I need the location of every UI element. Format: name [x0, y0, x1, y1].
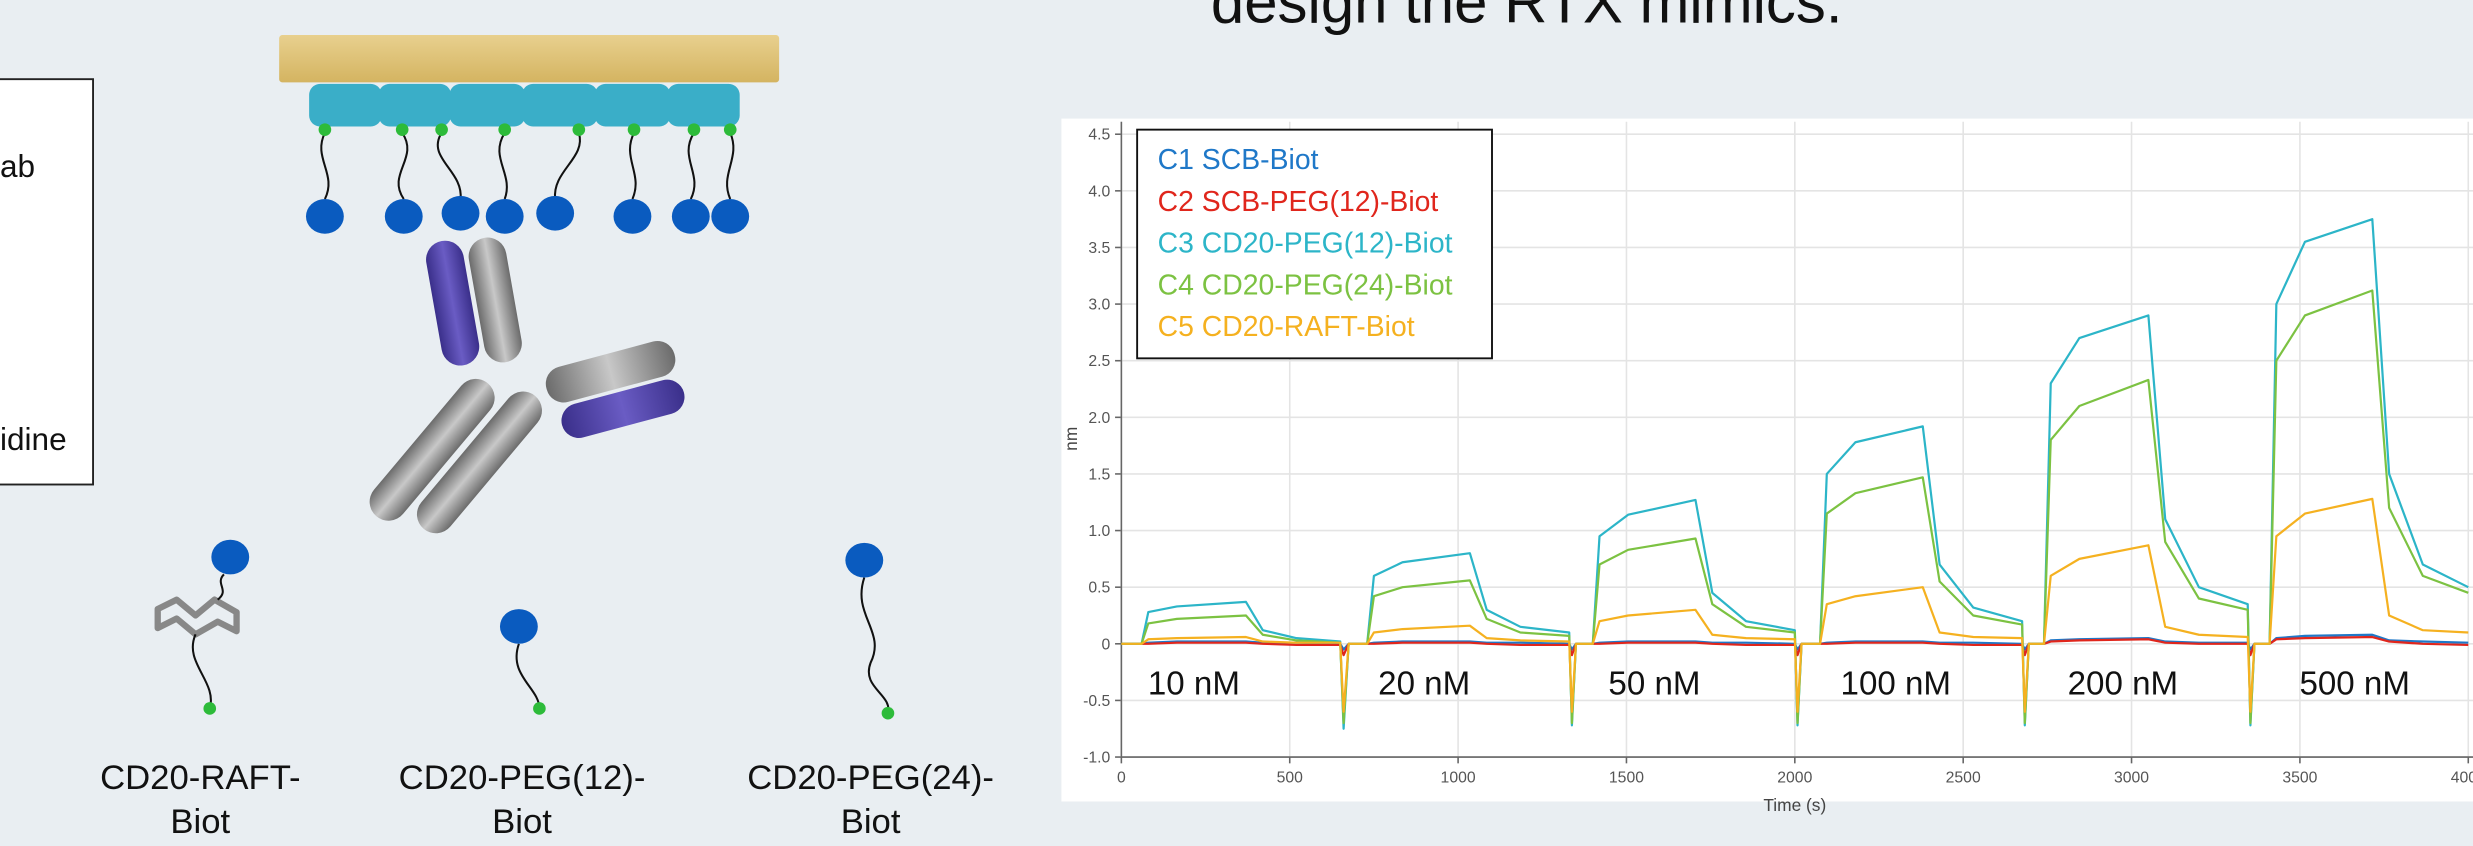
x-tick-label: 1500 [1609, 769, 1644, 786]
x-tick-label: 0 [1117, 769, 1126, 786]
antibody [362, 235, 689, 541]
legend-entry: C5 CD20-RAFT-Biot [1158, 311, 1415, 343]
y-tick-label: 0.5 [1088, 580, 1110, 597]
x-tick-label: 3000 [2114, 769, 2149, 786]
y-tick-label: -1.0 [1083, 750, 1110, 767]
y-tick-label: 0 [1102, 636, 1111, 653]
x-tick-label: 3500 [2282, 769, 2317, 786]
surface-diagram [279, 35, 779, 234]
y-tick-label: 3.5 [1088, 240, 1110, 257]
y-axis-label: nm [1061, 427, 1081, 451]
x-tick-label: 4000 [2451, 769, 2473, 786]
legend-entry: C4 CD20-PEG(24)-Biot [1158, 269, 1453, 301]
y-tick-label: 4.0 [1088, 183, 1110, 200]
slide-title: design the RTX mimics. [1211, 0, 1843, 35]
molecule-label: CD20-PEG(24)- [747, 759, 994, 797]
molecule-label: Biot [841, 803, 901, 841]
annotation: 100 nM [1841, 665, 1951, 702]
y-tick-label: 3.0 [1088, 297, 1110, 314]
molecule-label: CD20-RAFT- [100, 759, 300, 797]
y-tick-label: 2.5 [1088, 353, 1110, 370]
y-tick-label: -0.5 [1083, 693, 1110, 710]
molecules: CD20-RAFT- Biot CD20-PEG(12)- Biot CD20-… [100, 540, 994, 841]
molecule-label: Biot [170, 803, 230, 841]
left-box: ab idine [0, 79, 93, 484]
y-tick-label: 2.0 [1088, 410, 1110, 427]
y-tick-label: 1.5 [1088, 466, 1110, 483]
box-text: idine [0, 421, 67, 457]
annotation: 50 nM [1608, 665, 1700, 702]
x-tick-label: 1000 [1441, 769, 1476, 786]
molecule-label: CD20-PEG(12)- [399, 759, 646, 797]
legend-entry: C1 SCB-Biot [1158, 144, 1319, 176]
x-tick-label: 2500 [1946, 769, 1981, 786]
legend-entry: C2 SCB-PEG(12)-Biot [1158, 186, 1439, 218]
box-text: ab [0, 148, 35, 184]
y-tick-label: 4.5 [1088, 127, 1110, 144]
y-tick-label: 1.0 [1088, 523, 1110, 540]
x-axis-label: Time (s) [1763, 795, 1826, 815]
annotation: 20 nM [1378, 665, 1470, 702]
x-tick-label: 500 [1277, 769, 1304, 786]
slide: design the RTX mimics. ab idine [0, 0, 2473, 846]
annotation: 10 nM [1148, 665, 1240, 702]
x-tick-label: 2000 [1777, 769, 1812, 786]
legend-entry: C3 CD20-PEG(12)-Biot [1158, 228, 1453, 260]
chart: -1.0 -0.5 0 0.5 1.0 1.5 2.0 2.5 3.0 3.5 4.0 4.5 0 500… [1061, 119, 2473, 815]
annotation: 200 nM [2068, 665, 2178, 702]
molecule-label: Biot [492, 803, 552, 841]
annotation: 500 nM [2299, 665, 2409, 702]
